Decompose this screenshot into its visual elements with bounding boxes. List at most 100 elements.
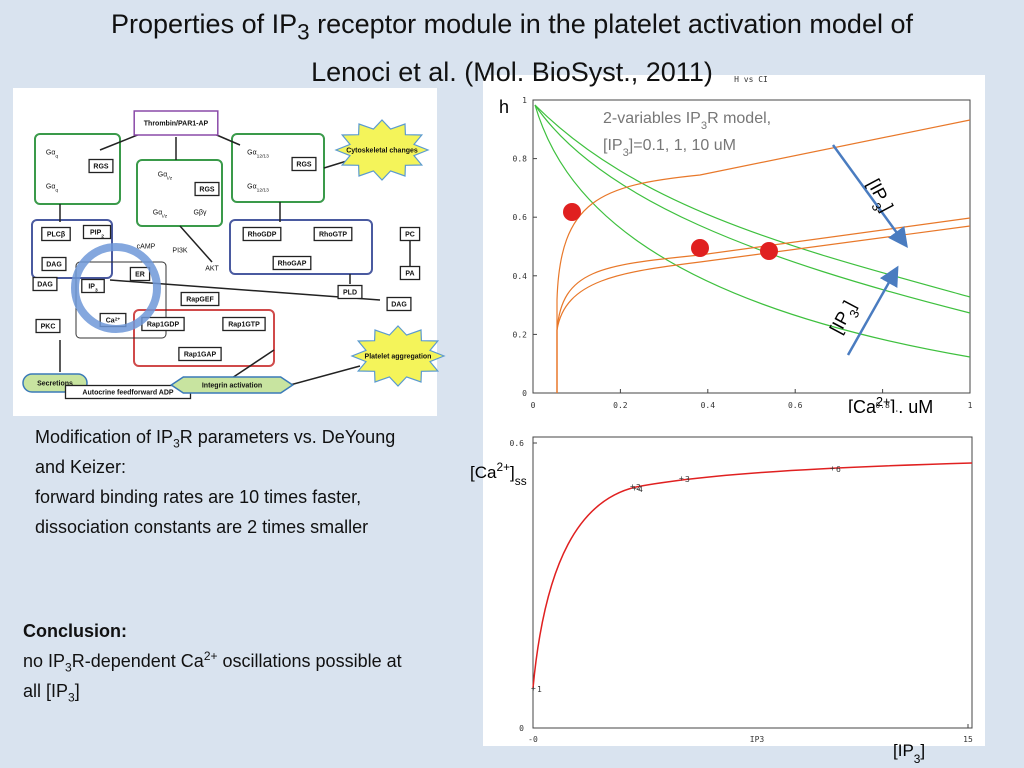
text-run: , uM: [898, 397, 933, 417]
text-run: Rap1GDP: [147, 322, 180, 329]
x-tick-label: 0.2: [613, 401, 628, 410]
text-sub: i/z: [167, 175, 172, 181]
text-run: Gα: [153, 210, 163, 217]
text-sub: ss: [515, 474, 527, 488]
node-label: ER: [135, 272, 145, 279]
group-box: [34, 133, 121, 205]
text-run: ]: [920, 741, 925, 760]
y-tick-label: 0.6: [513, 213, 528, 222]
conclusion-heading: Conclusion:: [23, 621, 127, 641]
point-label: 3: [685, 475, 690, 484]
text-sub: 3: [173, 436, 180, 451]
y-tick-label: 0.4: [513, 272, 528, 281]
node-label: Autocrine feedforward ADP: [82, 390, 173, 397]
text-run: RhoGDP: [248, 232, 277, 239]
text-run: Thrombin/PAR1-AP: [144, 121, 209, 128]
text-sub: i/z: [162, 213, 167, 219]
node-label: PC: [405, 232, 415, 239]
text-run: R-dependent Ca: [71, 651, 204, 671]
annotation: 2-variables IP3R model,: [603, 110, 771, 132]
node-label: AKT: [205, 266, 219, 273]
node-box: [399, 226, 421, 242]
text-run: IP: [88, 284, 95, 291]
text-run: ]: [74, 681, 80, 701]
node-label: Platelet aggregation: [365, 354, 432, 361]
node-box: [242, 226, 282, 242]
node-label: Thrombin/PAR1-AP: [144, 121, 209, 128]
node-box: [222, 316, 266, 332]
text-run: RGS: [199, 187, 215, 194]
steady-state: [563, 203, 581, 221]
node-label: IP3: [88, 284, 98, 294]
text-run: DAG: [37, 282, 53, 289]
node-label: PLCβ: [47, 232, 66, 239]
x-axis-label: [IP3]: [893, 741, 925, 766]
text-run: receptor module in the platelet activati…: [309, 9, 913, 39]
node-box: [129, 266, 151, 282]
node-box: [272, 255, 312, 271]
node-box: [82, 224, 112, 240]
text-run: [Ca: [848, 397, 877, 417]
text-run: R parameters vs. DeYoung and Keizer:: [35, 427, 396, 477]
text-run: [Ca: [470, 463, 497, 482]
text-run: forward binding rates are 10 times faste…: [35, 487, 369, 537]
text-run: [IP: [603, 137, 623, 154]
text-sup: 2+: [115, 316, 121, 322]
point-label: 1: [537, 685, 542, 694]
node-label: Gαq: [46, 184, 59, 194]
note: Modification of IP3R parameters vs. DeYo…: [35, 422, 407, 482]
highlight-ring: [71, 243, 161, 333]
plot-frame: [532, 436, 973, 729]
group-box: [136, 159, 223, 227]
node-box: [180, 291, 220, 307]
slide-title: Properties of IP3 receptor module in the…: [0, 4, 1024, 92]
text-run: DAG: [46, 262, 62, 269]
node-label: Rap1GAP: [184, 352, 217, 359]
node-label: DAG: [391, 302, 407, 309]
steady-state: [760, 242, 778, 260]
plot-title: H vs CI: [734, 75, 768, 84]
plot-frame: [532, 99, 971, 394]
text-run: no IP: [23, 651, 66, 671]
text-run: Platelet aggregation: [365, 354, 432, 361]
node-box: [194, 181, 220, 197]
nullcline: [556, 217, 971, 393]
text-sub: 3: [95, 287, 98, 293]
title-line: Properties of IP3 receptor module in the…: [0, 4, 1024, 52]
notes: Modification of IP3R parameters vs. DeYo…: [35, 422, 407, 542]
conclusion-text: no IP3R-dependent Ca2+ oscillations poss…: [23, 646, 403, 706]
node-star: [350, 325, 446, 387]
node-label: PI3K: [172, 248, 188, 255]
text-run: PA: [405, 271, 414, 278]
text-run: PKC: [41, 324, 56, 331]
arrow: [831, 144, 908, 249]
x-label: IP3: [750, 735, 765, 744]
text-run: Ca: [106, 318, 115, 325]
node-label: Gαi/z: [153, 210, 168, 220]
node-label: Gαq: [46, 150, 59, 160]
title-line: Lenoci et al. (Mol. BioSyst., 2011): [0, 52, 1024, 92]
text-sub: 2: [101, 233, 104, 239]
note: forward binding rates are 10 times faste…: [35, 482, 407, 542]
text-run: Integrin activation: [202, 383, 262, 390]
node-box: [386, 296, 412, 312]
node-label: PKC: [41, 324, 56, 331]
text-sub: 3: [914, 752, 921, 766]
text-sub: 3: [623, 147, 629, 159]
point-marker: +: [531, 684, 536, 693]
node-box: [178, 346, 222, 362]
text-sup: 2+: [496, 460, 510, 474]
text-run: oscillations possible at all [IP: [23, 651, 402, 701]
text-run: PLD: [343, 290, 357, 297]
x-tick-label: 0.8: [875, 401, 890, 410]
text-run: Properties of IP: [111, 9, 298, 39]
text-run: DAG: [391, 302, 407, 309]
arrow: [179, 225, 213, 263]
text-run: AKT: [205, 266, 219, 273]
text-run: Gα: [158, 172, 168, 179]
node-box: [88, 158, 114, 174]
node-box: [169, 376, 295, 394]
curves: [534, 104, 971, 393]
text-sub: 3: [297, 19, 310, 45]
text-run: PC: [405, 232, 415, 239]
